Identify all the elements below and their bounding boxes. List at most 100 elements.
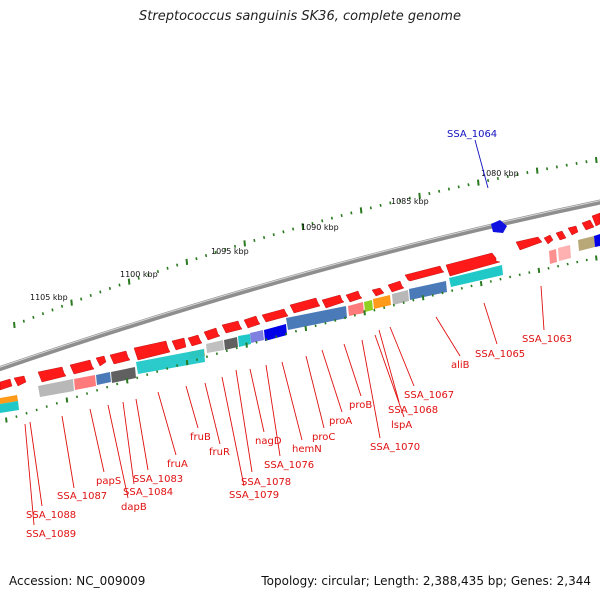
tick-mark [166, 367, 169, 370]
tick-mark [137, 276, 140, 280]
gene-label-lspa[interactable]: lspA [391, 420, 412, 431]
gene-label-ssa-1068[interactable]: SSA_1068 [388, 405, 438, 416]
gene-arrow[interactable] [591, 212, 600, 227]
label-leaders [24, 139, 545, 526]
gene-label-ssa-1065[interactable]: SSA_1065 [475, 349, 525, 360]
tick-mark [389, 201, 392, 205]
category-block [74, 375, 96, 390]
category-block [409, 281, 447, 300]
gene-arrow[interactable] [187, 334, 203, 347]
gene-arrow[interactable] [543, 234, 554, 245]
gene-label-ssa-1064[interactable]: SSA_1064 [447, 129, 497, 140]
tick-mark [32, 315, 35, 319]
gene-arrow[interactable] [243, 315, 261, 329]
gene-label-proc[interactable]: proC [312, 432, 335, 443]
leader-line [157, 391, 177, 456]
tick-mark [106, 385, 109, 389]
tick-mark [195, 358, 199, 361]
tick-mark [65, 397, 69, 403]
tick-mark [35, 408, 38, 412]
gene-arrow[interactable] [289, 297, 321, 314]
tick-mark [214, 250, 217, 254]
gene-arrow[interactable] [0, 378, 13, 391]
gene-arrow[interactable] [515, 236, 543, 251]
gene-arrow[interactable] [37, 366, 67, 383]
leader-line [185, 385, 199, 429]
gene-label-frur[interactable]: fruR [209, 447, 230, 458]
leader-line [321, 349, 343, 413]
tick-mark [438, 189, 441, 193]
gene-label-proa[interactable]: proA [329, 416, 352, 427]
category-block [264, 324, 287, 341]
gene-ssa-1064[interactable] [491, 220, 507, 233]
tick-mark [272, 233, 275, 237]
gene-label-ssa-1083[interactable]: SSA_1083 [133, 474, 183, 485]
leader-line [343, 343, 362, 397]
leader-line [235, 369, 253, 473]
tick-mark [245, 342, 248, 348]
gene-label-ssa-1088[interactable]: SSA_1088 [26, 510, 76, 521]
outer-ticks [13, 156, 598, 329]
tick-mark [595, 255, 598, 261]
gene-arrow[interactable] [345, 290, 363, 303]
gene-label-ssa-1063[interactable]: SSA_1063 [522, 334, 572, 345]
tick-mark [418, 192, 421, 199]
tick-mark [275, 335, 278, 339]
gene-arrow[interactable] [581, 219, 595, 231]
leader-line [265, 364, 281, 457]
tick-mark [118, 283, 121, 287]
category-block [111, 367, 136, 383]
tick-mark [526, 171, 529, 175]
gene-arrow[interactable] [109, 350, 131, 365]
gene-arrow[interactable] [171, 337, 187, 351]
gene-arrow[interactable] [203, 327, 221, 341]
gene-arrow[interactable] [321, 294, 345, 309]
gene-arrow[interactable] [445, 252, 501, 277]
gene-arrow[interactable] [13, 375, 27, 387]
gene-label-alib[interactable]: aliB [451, 360, 470, 371]
tick-mark [176, 364, 179, 367]
gene-label-prob[interactable]: proB [349, 400, 372, 411]
gene-label-ssa-1070[interactable]: SSA_1070 [370, 442, 420, 453]
gene-arrow[interactable] [371, 287, 385, 297]
gene-label-hemn[interactable]: hemN [292, 444, 322, 455]
gene-label-ssa-1079[interactable]: SSA_1079 [229, 490, 279, 501]
gene-label-dapb[interactable]: dapB [121, 502, 147, 513]
gene-label-ssa-1067[interactable]: SSA_1067 [404, 390, 454, 401]
tick-mark [215, 352, 218, 356]
category-block [238, 334, 251, 347]
gene-arrow[interactable] [555, 230, 567, 241]
tick-mark [392, 303, 395, 307]
tick-mark [402, 301, 405, 304]
gene-arrow[interactable] [69, 359, 95, 375]
tick-mark [516, 172, 519, 177]
gene-arrow[interactable] [404, 265, 445, 282]
gene-arrow[interactable] [221, 320, 243, 334]
gene-label-ssa-1076[interactable]: SSA_1076 [264, 460, 314, 471]
tick-mark [547, 266, 550, 270]
gene-arrow[interactable] [133, 340, 171, 361]
gene-label-ssa-1087[interactable]: SSA_1087 [57, 491, 107, 502]
kbp-label-1095: 1095 kbp [211, 247, 249, 256]
genome-backbone-highlight [0, 200, 600, 368]
gene-label-frub[interactable]: fruB [190, 432, 211, 443]
tick-mark [166, 266, 169, 270]
tick-mark [506, 174, 509, 178]
tick-mark [127, 278, 131, 285]
gene-arrow[interactable] [567, 225, 579, 236]
tick-mark [330, 216, 334, 220]
gene-arrow[interactable] [95, 355, 107, 367]
gene-label-ssa-1078[interactable]: SSA_1078 [241, 477, 291, 488]
tick-mark [398, 199, 402, 203]
gene-label-paps[interactable]: papS [96, 476, 121, 487]
gene-label-ssa-1084[interactable]: SSA_1084 [123, 487, 173, 498]
gene-arrow[interactable] [261, 308, 289, 323]
category-block [0, 401, 19, 413]
tick-mark [487, 178, 490, 183]
tick-mark [85, 392, 89, 395]
tick-mark [467, 183, 470, 187]
gene-label-ssa-1089[interactable]: SSA_1089 [26, 529, 76, 540]
gene-arrow[interactable] [387, 280, 405, 293]
gene-label-nagd[interactable]: nagD [255, 436, 282, 447]
gene-label-frua[interactable]: fruA [167, 459, 188, 470]
